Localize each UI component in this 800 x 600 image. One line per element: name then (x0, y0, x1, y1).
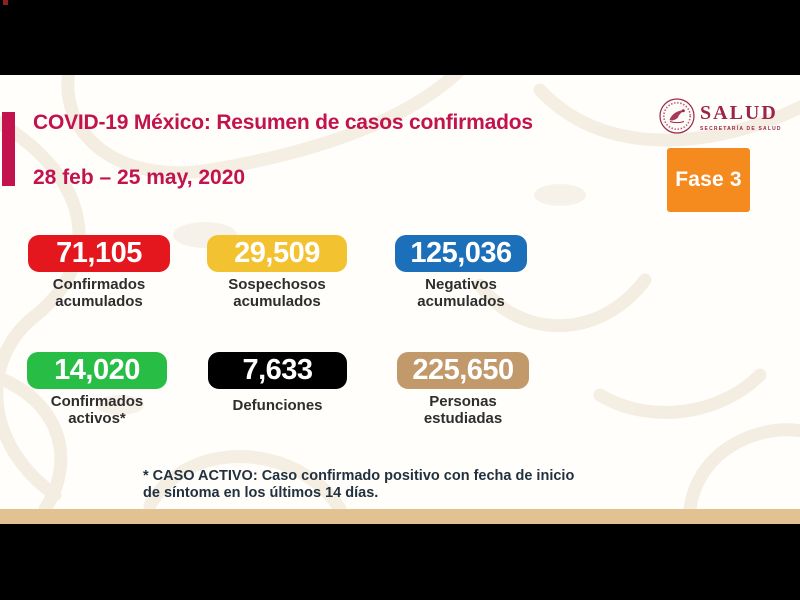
stat-pill-green: 14,020 (27, 352, 167, 389)
stat-pill-tan: 225,650 (397, 352, 529, 389)
stat-label-line1: Confirmados (50, 393, 144, 410)
stat-label-line1: Confirmados (52, 276, 146, 293)
phase-badge-label: Fase 3 (675, 168, 742, 191)
stat-label: Confirmados activos* (27, 393, 167, 427)
page-title: COVID-19 México: Resumen de casos confir… (33, 111, 533, 134)
stat-label: Negativos acumulados (395, 276, 527, 310)
stat-negativos-acumulados: 125,036 Negativos acumulados (395, 235, 527, 310)
stat-label-line2: activos* (68, 410, 126, 427)
letterbox-bottom (0, 524, 800, 600)
stat-label: Sospechosos acumulados (207, 276, 347, 310)
footnote-line1: * CASO ACTIVO: Caso confirmado positivo … (143, 468, 575, 484)
red-speck-artifact (3, 0, 8, 5)
stat-personas-estudiadas: 225,650 Personas estudiadas (397, 352, 529, 427)
stat-pill-yellow: 29,509 (207, 235, 347, 272)
stat-label: Confirmados acumulados (28, 276, 170, 310)
stat-confirmados-acumulados: 71,105 Confirmados acumulados (28, 235, 170, 310)
stat-value: 225,650 (412, 354, 514, 386)
stat-label-line2: acumulados (233, 293, 321, 310)
stat-label: Personas estudiadas (397, 393, 529, 427)
stat-label-line2: acumulados (417, 293, 505, 310)
stat-pill-blue: 125,036 (395, 235, 527, 272)
bottom-tan-divider (0, 509, 800, 524)
stat-label: Defunciones (208, 397, 347, 414)
left-accent-bar (2, 112, 15, 186)
salud-wordmark: SALUD (700, 102, 778, 124)
stat-label-line1: Sospechosos (228, 276, 326, 293)
stat-defunciones: 7,633 Defunciones (208, 352, 347, 414)
stat-value: 125,036 (410, 237, 512, 269)
stat-label-line1: Defunciones (232, 397, 323, 414)
salud-subtitle: SECRETARÍA DE SALUD (700, 126, 782, 132)
stat-label-line1: Personas (429, 393, 497, 410)
stat-sospechosos-acumulados: 29,509 Sospechosos acumulados (207, 235, 347, 310)
stat-value: 14,020 (54, 354, 140, 386)
stat-label-line2: acumulados (55, 293, 143, 310)
letterbox-top (0, 0, 800, 75)
date-range: 28 feb – 25 may, 2020 (33, 166, 246, 189)
stat-label-line2: estudiadas (423, 410, 503, 427)
stat-value: 29,509 (234, 237, 320, 269)
stat-value: 7,633 (242, 354, 313, 386)
salud-logo-text: SALUD SECRETARÍA DE SALUD (700, 103, 782, 132)
stat-label-line1: Negativos (425, 276, 497, 293)
phase-badge: Fase 3 (667, 148, 750, 212)
stat-value: 71,105 (56, 237, 142, 269)
stat-confirmados-activos: 14,020 Confirmados activos* (27, 352, 167, 427)
stat-pill-black: 7,633 (208, 352, 347, 389)
footnote-line2: de síntoma en los últimos 14 días. (143, 485, 379, 501)
slide-content: COVID-19 México: Resumen de casos confir… (0, 75, 800, 509)
footnote: * CASO ACTIVO: Caso confirmado positivo … (143, 468, 574, 502)
salud-seal-icon (659, 98, 695, 134)
salud-logo: SALUD SECRETARÍA DE SALUD (658, 97, 782, 135)
background-ornament-pattern (0, 75, 800, 509)
stat-pill-red: 71,105 (28, 235, 170, 272)
